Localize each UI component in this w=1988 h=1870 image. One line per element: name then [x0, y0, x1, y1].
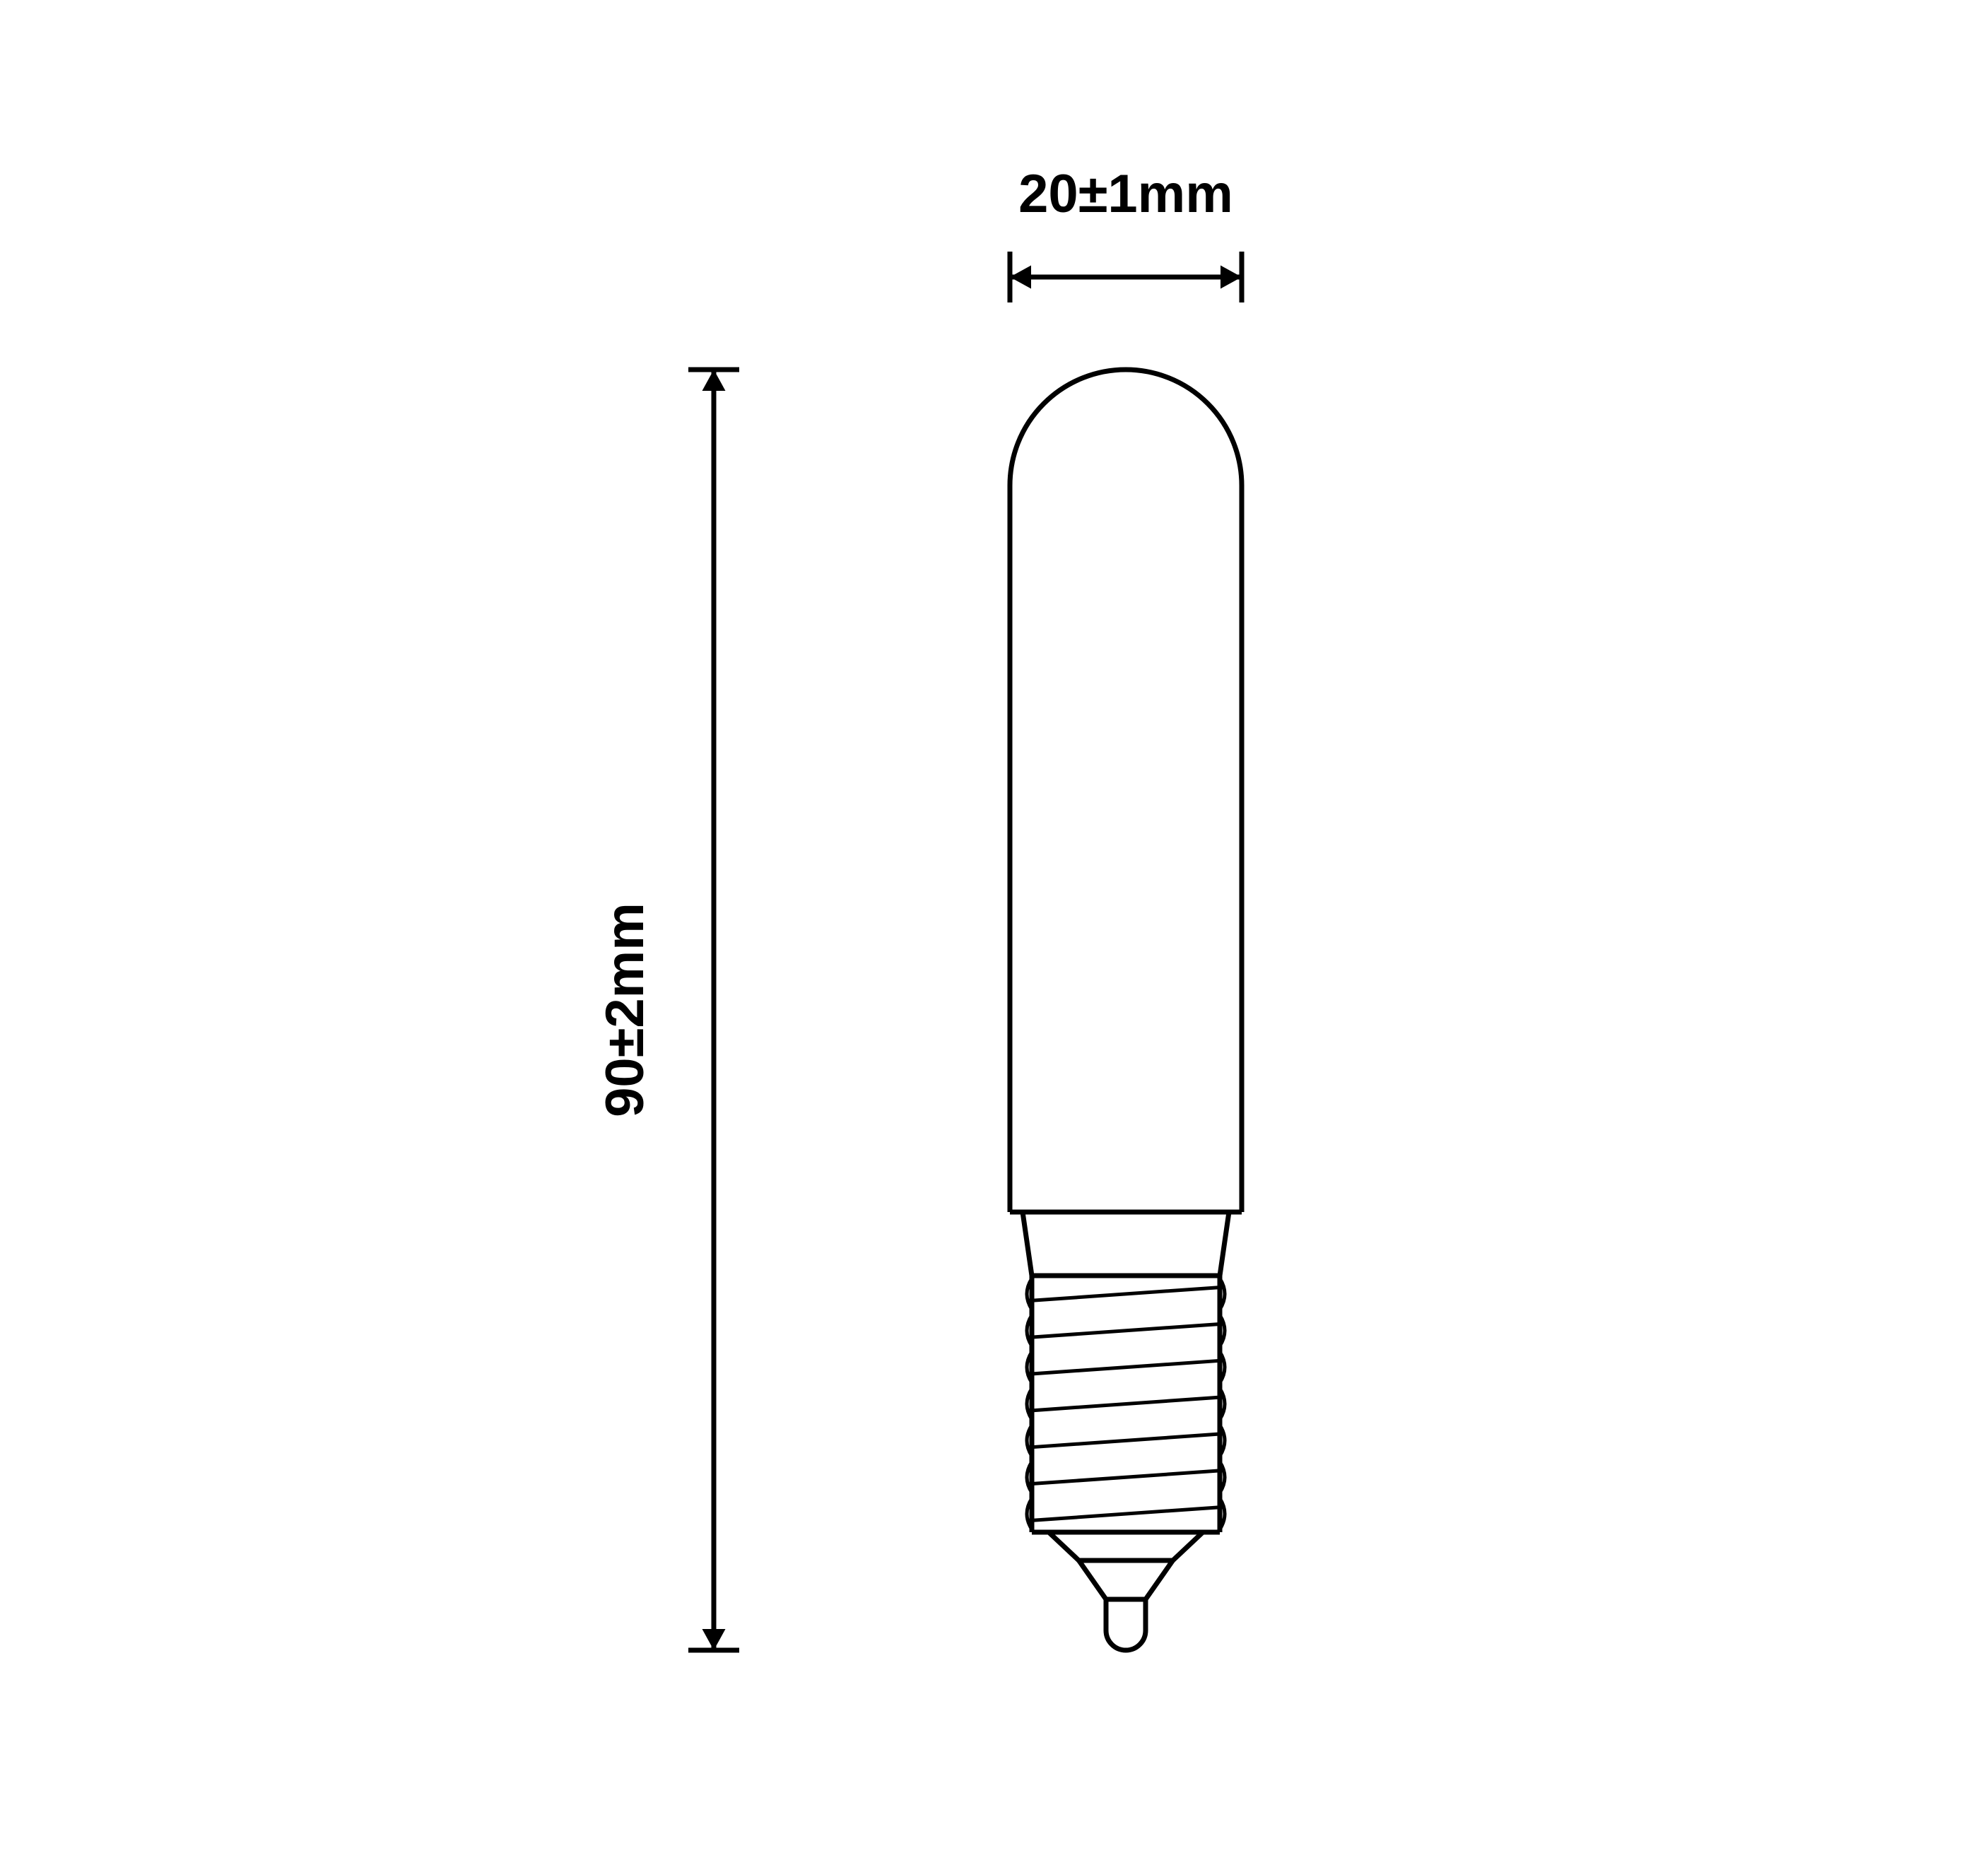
width-dim-arrow-right	[1221, 266, 1242, 289]
thread-ridge	[1032, 1434, 1220, 1447]
tip-cone	[1079, 1560, 1173, 1599]
bulb-tube-outline	[1010, 370, 1242, 1212]
diagram-stage: 20±1mm 90±2mm	[0, 0, 1988, 1870]
width-dim-label: 20±1mm	[1018, 164, 1233, 224]
bulb-diagram-svg: 20±1mm 90±2mm	[0, 0, 1988, 1870]
height-dim-label: 90±2mm	[595, 902, 655, 1117]
width-dim-arrow-left	[1010, 266, 1031, 289]
height-dim-arrow-bottom	[702, 1629, 726, 1650]
thread-ridge	[1032, 1471, 1220, 1484]
thread-ridge	[1032, 1324, 1220, 1337]
thread-ridge	[1032, 1360, 1220, 1374]
tip-contact	[1106, 1599, 1146, 1650]
thread-ridge	[1032, 1507, 1220, 1521]
thread-ridge	[1032, 1397, 1220, 1411]
height-dim-arrow-top	[702, 370, 726, 391]
thread-ridge	[1032, 1288, 1220, 1301]
tip-ring	[1049, 1532, 1203, 1560]
collar-outline	[1023, 1212, 1229, 1276]
